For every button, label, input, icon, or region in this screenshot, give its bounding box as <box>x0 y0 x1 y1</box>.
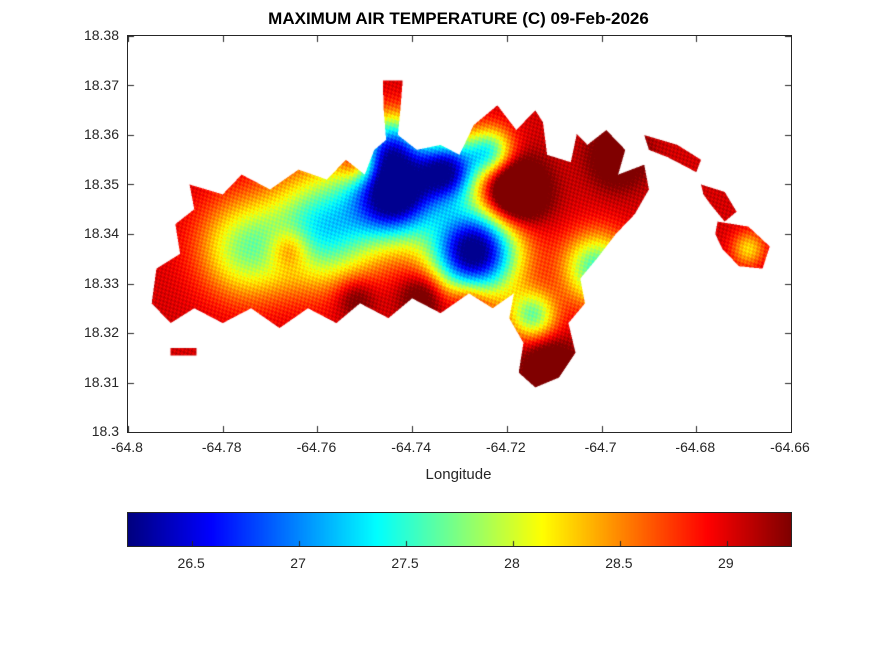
x-tick-label: -64.68 <box>675 439 716 455</box>
x-tick-label: -64.76 <box>296 439 337 455</box>
chart-title: MAXIMUM AIR TEMPERATURE (C) 09-Feb-2026 <box>268 9 649 28</box>
x-tick-label: -64.78 <box>201 439 242 455</box>
y-tick-label: 18.35 <box>83 175 119 192</box>
colorbar <box>127 512 792 547</box>
x-tick-label: -64.72 <box>485 439 526 455</box>
y-tick-label: 18.34 <box>83 225 119 241</box>
y-tick-label: 18.37 <box>83 76 119 93</box>
y-tick-label: 18.33 <box>83 274 119 291</box>
colorbar-tick-label: 26.5 <box>177 555 205 571</box>
y-tick-label: 18.38 <box>83 27 119 43</box>
y-tick-label: 18.32 <box>83 324 119 340</box>
y-tick-label: 18.36 <box>83 126 119 142</box>
y-tick-label: 18.31 <box>83 373 119 390</box>
y-tick-label: 18.3 <box>91 423 119 439</box>
x-tick-label: -64.7 <box>584 439 617 455</box>
x-tick-label: -64.66 <box>770 439 810 455</box>
colorbar-tick-label: 29 <box>718 555 734 571</box>
x-axis-label: Longitude <box>425 466 492 483</box>
colorbar-tick-label: 28 <box>504 555 520 571</box>
plot-axes <box>127 35 792 433</box>
colorbar-tick-label: 27 <box>290 555 306 571</box>
temperature-heatmap-canvas <box>128 36 791 432</box>
x-tick-label: -64.8 <box>111 439 143 455</box>
x-tick-label: -64.74 <box>391 439 431 455</box>
colorbar-canvas <box>128 513 791 546</box>
colorbar-tick-label: 28.5 <box>605 555 633 571</box>
colorbar-tick-label: 27.5 <box>391 555 419 571</box>
